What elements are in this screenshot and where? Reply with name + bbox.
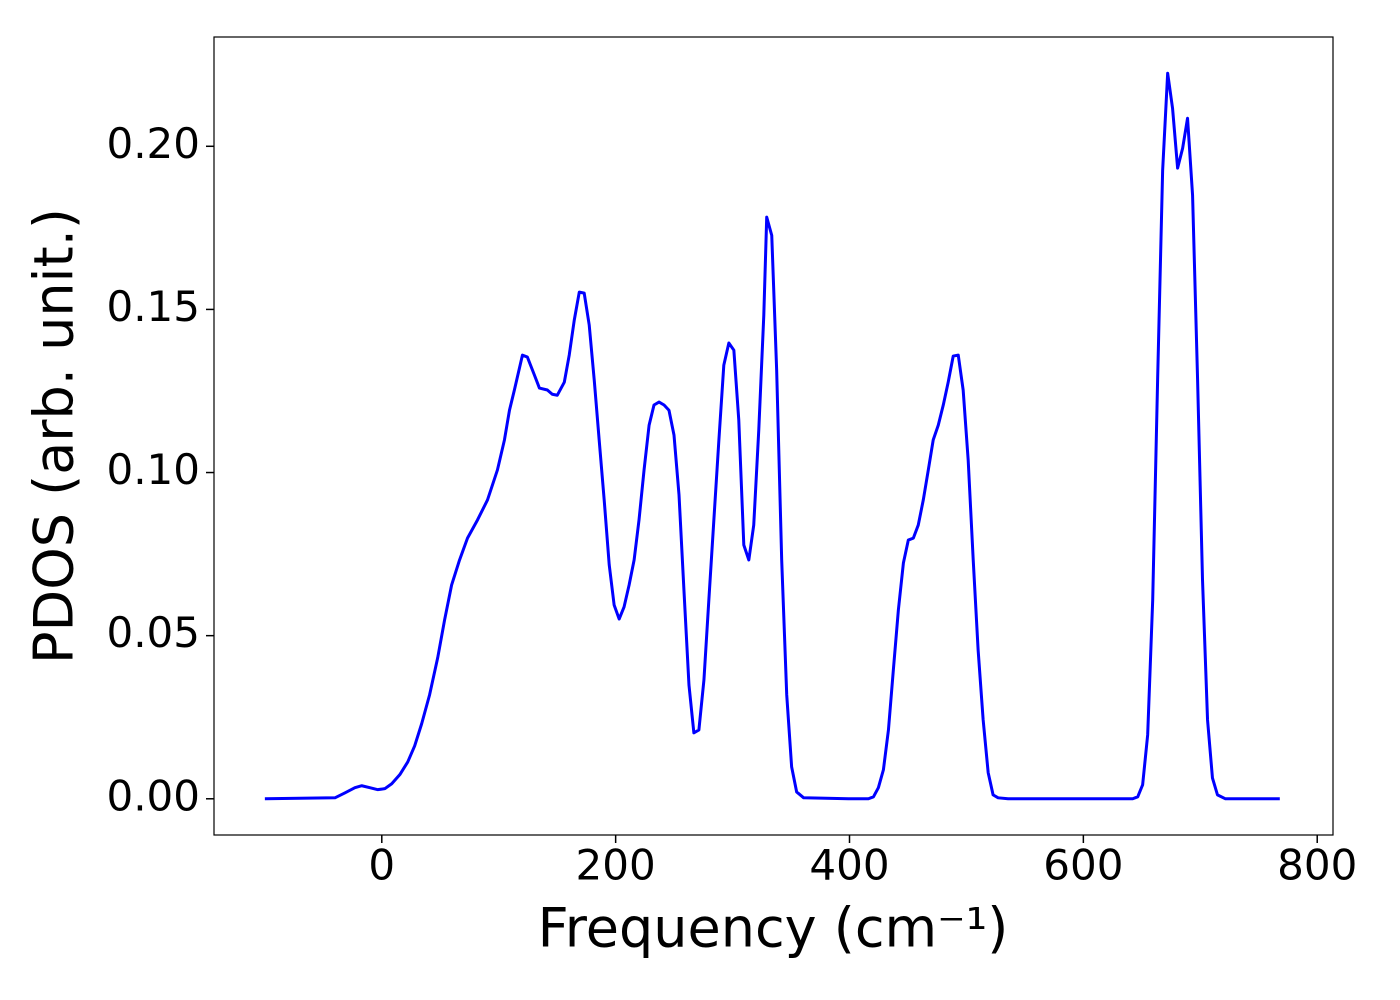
data-line xyxy=(264,71,1280,801)
x-axis-label: Frequency (cm⁻¹) xyxy=(538,897,1009,960)
y-tick-label: 0.05 xyxy=(106,608,200,657)
x-tick-label: 400 xyxy=(809,841,889,890)
y-tick-label: 0.10 xyxy=(106,445,200,494)
y-axis-label: PDOS (arb. unit.) xyxy=(23,208,86,664)
y-tick-label: 0.00 xyxy=(106,771,200,820)
x-tick-label: 0 xyxy=(368,841,395,890)
x-tick-label: 800 xyxy=(1277,841,1357,890)
y-tick-label: 0.15 xyxy=(106,282,200,331)
x-tick-label: 600 xyxy=(1043,841,1123,890)
x-tick-label: 200 xyxy=(576,841,656,890)
y-tick-label: 0.20 xyxy=(106,119,200,168)
plot-frame xyxy=(213,36,1334,836)
